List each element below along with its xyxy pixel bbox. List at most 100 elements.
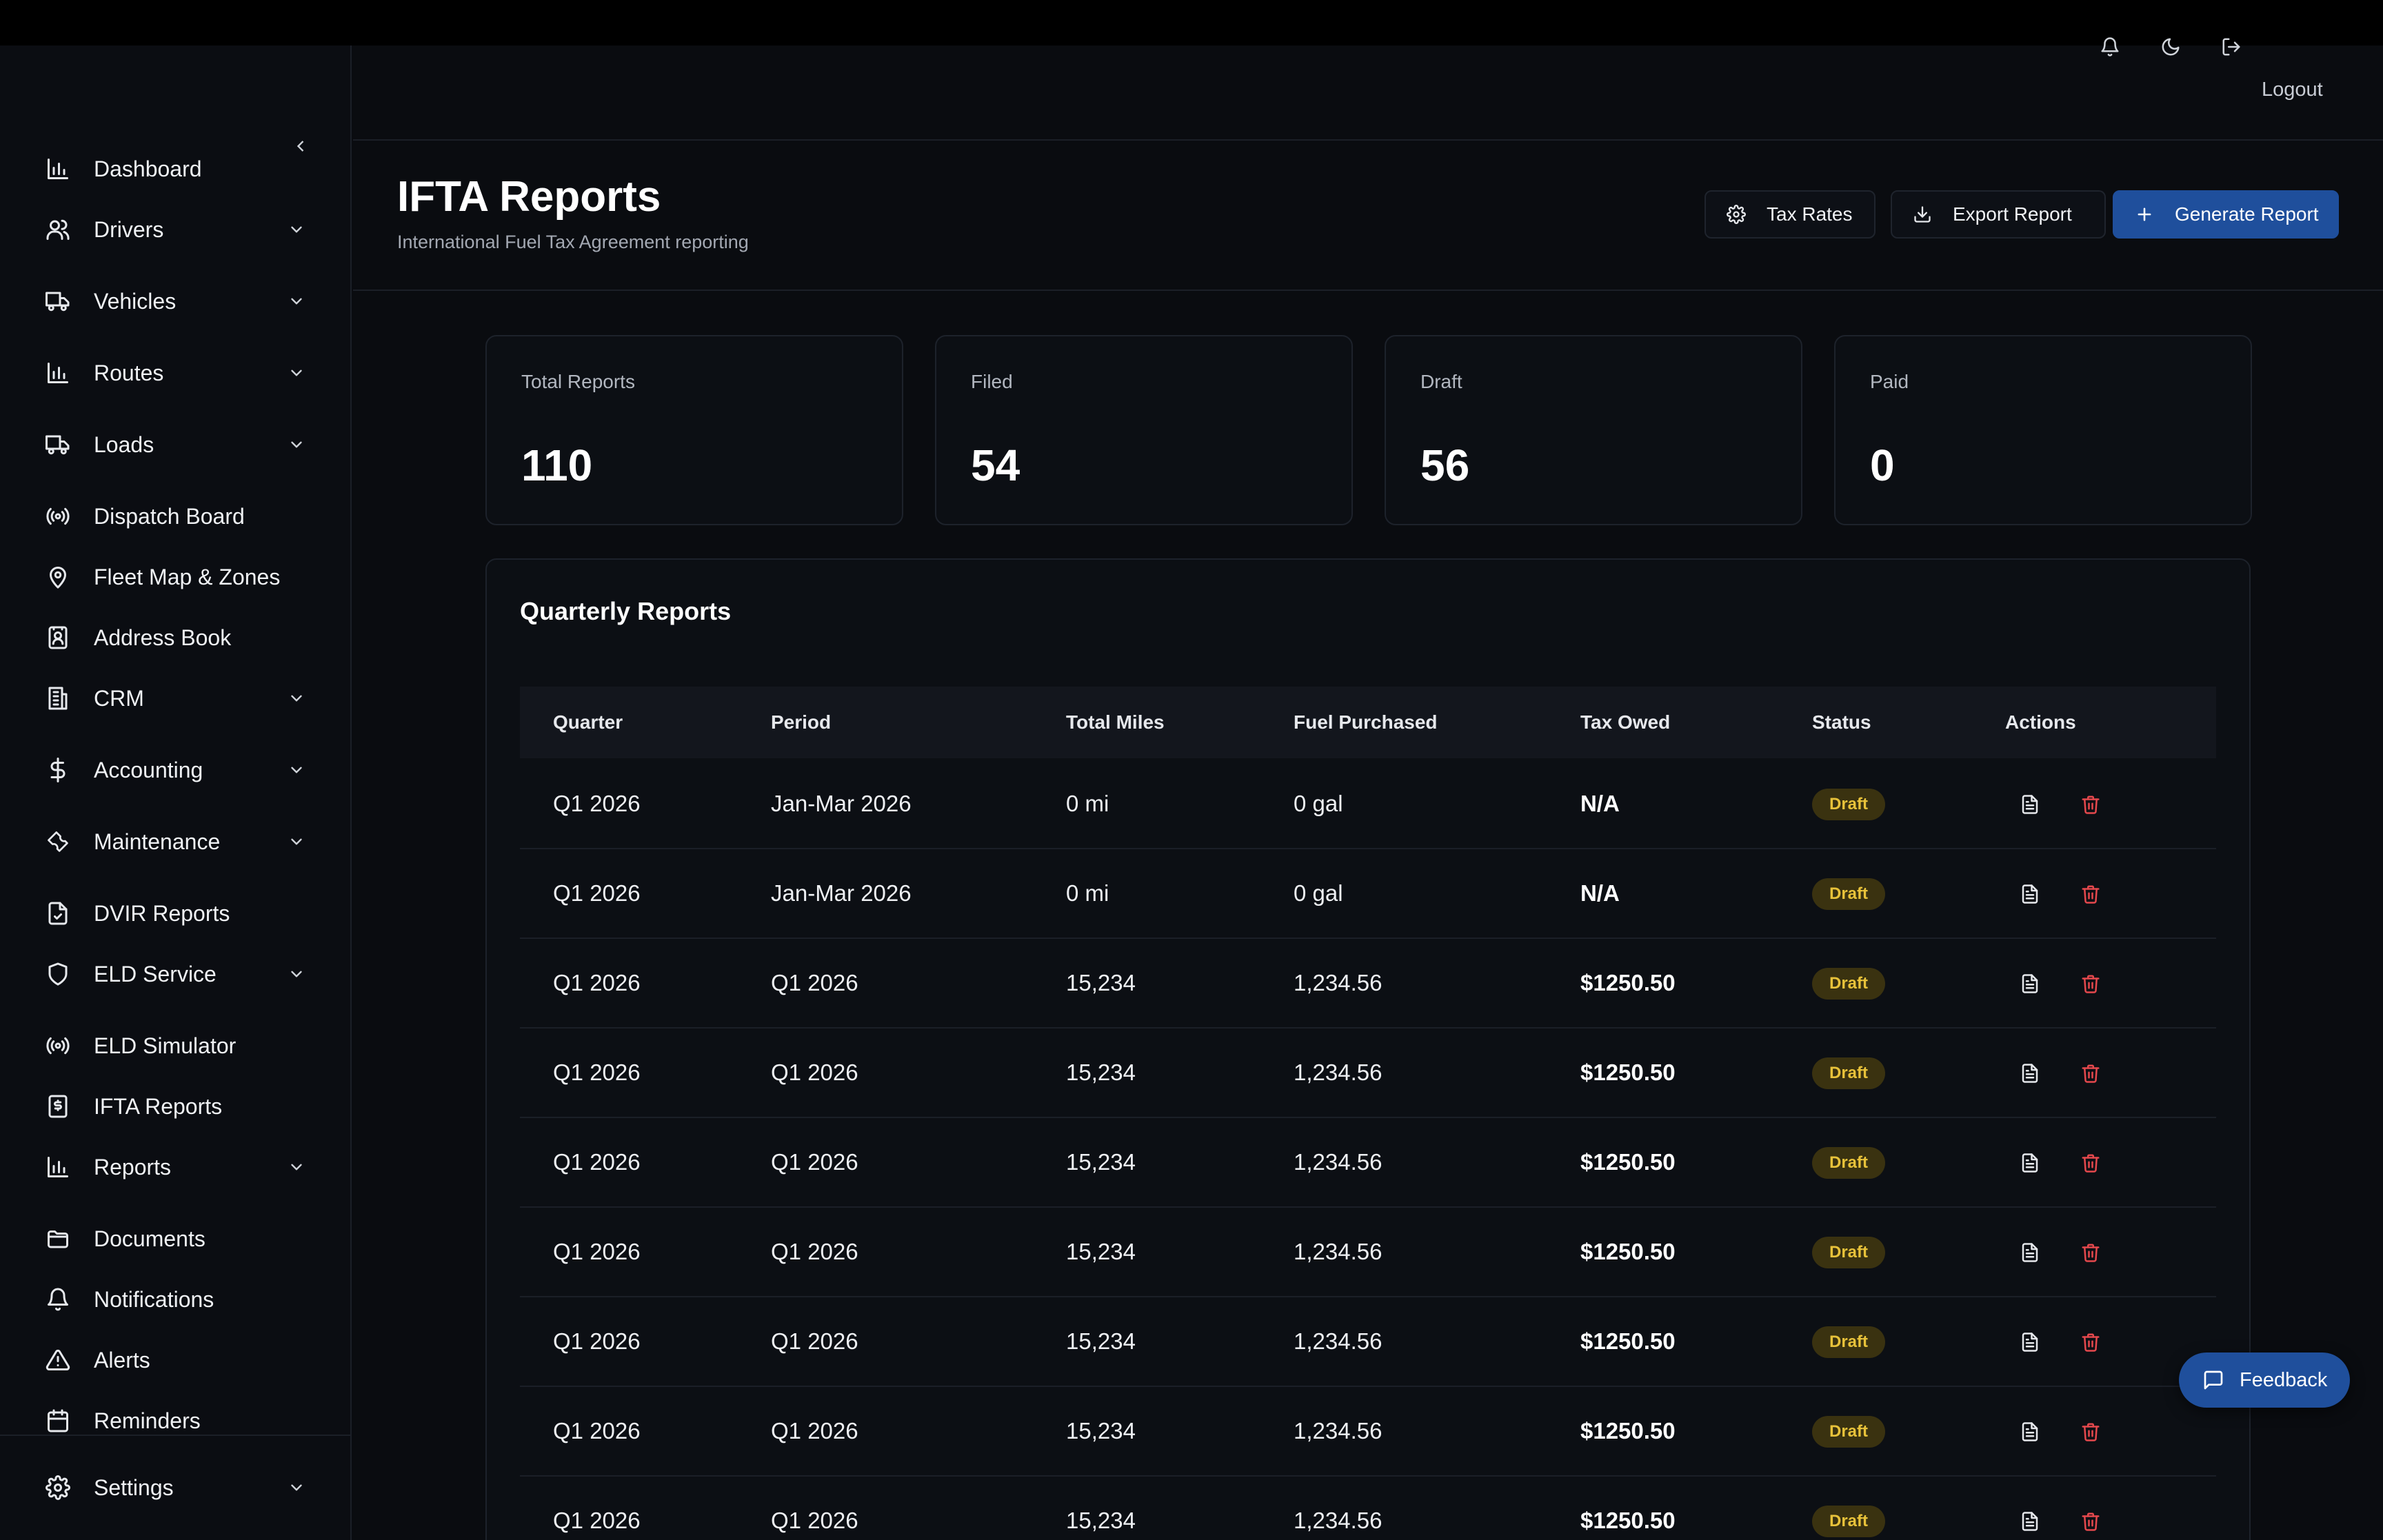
sidebar-item-label: Loads <box>94 432 154 457</box>
sidebar-item-dispatch-board[interactable]: Dispatch Board <box>0 496 350 537</box>
sidebar-item-fleet-map-zones[interactable]: Fleet Map & Zones <box>0 556 350 598</box>
chevron-down-icon[interactable] <box>284 432 309 457</box>
column-header-status[interactable]: Status <box>1812 711 1871 733</box>
gear-icon <box>44 1474 72 1501</box>
feedback-button[interactable]: Feedback <box>2179 1352 2350 1408</box>
tax-rates-button[interactable]: Tax Rates <box>1705 190 1876 239</box>
delete-icon[interactable] <box>2077 1508 2104 1535</box>
cell-quarter: Q1 2026 <box>553 1149 641 1175</box>
column-header-total-miles[interactable]: Total Miles <box>1066 711 1165 733</box>
sidebar-item-routes[interactable]: Routes <box>0 352 350 394</box>
view-report-icon[interactable] <box>2016 1328 2044 1356</box>
chevron-down-icon[interactable] <box>284 962 309 986</box>
sidebar-item-alerts[interactable]: Alerts <box>0 1339 350 1381</box>
table-row[interactable] <box>520 760 2216 849</box>
top-band <box>0 0 2383 45</box>
cell-fuel-purchased: 1,234.56 <box>1294 1508 1382 1533</box>
sidebar-item-ifta-reports[interactable]: IFTA Reports <box>0 1086 350 1127</box>
table-row[interactable] <box>520 849 2216 939</box>
cell-tax-owed: $1250.50 <box>1580 1328 1676 1354</box>
view-report-icon[interactable] <box>2016 880 2044 908</box>
column-header-period[interactable]: Period <box>771 711 832 733</box>
chevron-down-icon[interactable] <box>284 289 309 314</box>
chevron-down-icon[interactable] <box>284 829 309 854</box>
delete-icon[interactable] <box>2077 1149 2104 1177</box>
view-report-icon[interactable] <box>2016 791 2044 818</box>
cell-total-miles: 0 mi <box>1066 791 1109 816</box>
view-report-icon[interactable] <box>2016 1508 2044 1535</box>
sidebar-item-crm[interactable]: CRM <box>0 678 350 719</box>
bell-icon[interactable] <box>2093 30 2126 63</box>
sidebar-item-maintenance[interactable]: Maintenance <box>0 821 350 862</box>
chevron-down-icon[interactable] <box>284 217 309 242</box>
sidebar-item-notifications[interactable]: Notifications <box>0 1279 350 1320</box>
column-header-actions: Actions <box>2005 711 2076 733</box>
sidebar-item-accounting[interactable]: Accounting <box>0 749 350 791</box>
building-icon <box>44 685 72 712</box>
chevron-left-icon <box>296 141 304 152</box>
cell-fuel-purchased: 0 gal <box>1294 880 1343 906</box>
delete-icon[interactable] <box>2077 970 2104 997</box>
bar-chart-icon <box>44 1153 72 1181</box>
status-badge: Draft <box>1812 1237 1885 1268</box>
view-report-icon[interactable] <box>2016 970 2044 997</box>
cell-total-miles: 15,234 <box>1066 1508 1136 1533</box>
view-report-icon[interactable] <box>2016 1060 2044 1087</box>
sidebar-item-dvir-reports[interactable]: DVIR Reports <box>0 893 350 934</box>
cell-total-miles: 15,234 <box>1066 1418 1136 1443</box>
export-report-label: Export Report <box>1953 203 2072 225</box>
delete-icon[interactable] <box>2077 791 2104 818</box>
table-row[interactable] <box>520 1118 2216 1208</box>
table-row[interactable] <box>520 1208 2216 1297</box>
download-icon <box>1910 202 1935 227</box>
view-report-icon[interactable] <box>2016 1239 2044 1266</box>
cell-total-miles: 15,234 <box>1066 1060 1136 1085</box>
delete-icon[interactable] <box>2077 1060 2104 1087</box>
view-report-icon[interactable] <box>2016 1149 2044 1177</box>
moon-icon[interactable] <box>2154 30 2187 63</box>
sidebar-item-drivers[interactable]: Drivers <box>0 209 350 250</box>
stat-value: 0 <box>1870 440 1895 490</box>
chevron-down-icon[interactable] <box>284 686 309 711</box>
table-row[interactable] <box>520 1387 2216 1477</box>
logout-button[interactable]: Logout <box>2262 79 2323 101</box>
sidebar-item-eld-simulator[interactable]: ELD Simulator <box>0 1025 350 1066</box>
column-header-tax-owed[interactable]: Tax Owed <box>1580 711 1671 733</box>
table-row[interactable] <box>520 1297 2216 1387</box>
export-report-button[interactable]: Export Report <box>1891 190 2106 239</box>
sidebar-item-address-book[interactable]: Address Book <box>0 617 350 658</box>
delete-icon[interactable] <box>2077 880 2104 908</box>
radio-icon <box>44 1032 72 1060</box>
sidebar-item-dashboard[interactable]: Dashboard <box>0 148 350 190</box>
sidebar-item-label: Settings <box>94 1475 174 1500</box>
delete-icon[interactable] <box>2077 1418 2104 1446</box>
sidebar-item-reminders[interactable]: Reminders <box>0 1400 350 1441</box>
delete-icon[interactable] <box>2077 1239 2104 1266</box>
chevron-down-icon[interactable] <box>284 361 309 385</box>
table-row[interactable] <box>520 1029 2216 1118</box>
chevron-down-icon[interactable] <box>284 1155 309 1179</box>
cell-tax-owed: $1250.50 <box>1580 1508 1676 1533</box>
chevron-down-icon[interactable] <box>284 1475 309 1500</box>
sidebar-item-documents[interactable]: Documents <box>0 1218 350 1259</box>
cell-tax-owed: N/A <box>1580 880 1620 906</box>
sidebar-item-eld-service[interactable]: ELD Service <box>0 953 350 995</box>
truck-icon <box>44 431 72 458</box>
chevron-down-icon[interactable] <box>284 758 309 782</box>
sidebar-item-reports[interactable]: Reports <box>0 1146 350 1188</box>
generate-report-button[interactable]: Generate Report <box>2113 190 2339 239</box>
sidebar-item-vehicles[interactable]: Vehicles <box>0 281 350 322</box>
delete-icon[interactable] <box>2077 1328 2104 1356</box>
cell-tax-owed: $1250.50 <box>1580 1418 1676 1443</box>
logout-icon[interactable] <box>2215 30 2248 63</box>
sidebar-item-loads[interactable]: Loads <box>0 424 350 465</box>
users-icon <box>44 216 72 243</box>
sidebar-item-label: Dashboard <box>94 156 202 181</box>
column-header-quarter[interactable]: Quarter <box>553 711 623 733</box>
view-report-icon[interactable] <box>2016 1418 2044 1446</box>
table-row[interactable] <box>520 939 2216 1029</box>
collapse-sidebar-button[interactable] <box>288 134 313 159</box>
sidebar-item-settings[interactable]: Settings <box>0 1467 350 1508</box>
column-header-fuel-purchased[interactable]: Fuel Purchased <box>1294 711 1438 733</box>
bar-chart-icon <box>44 359 72 387</box>
